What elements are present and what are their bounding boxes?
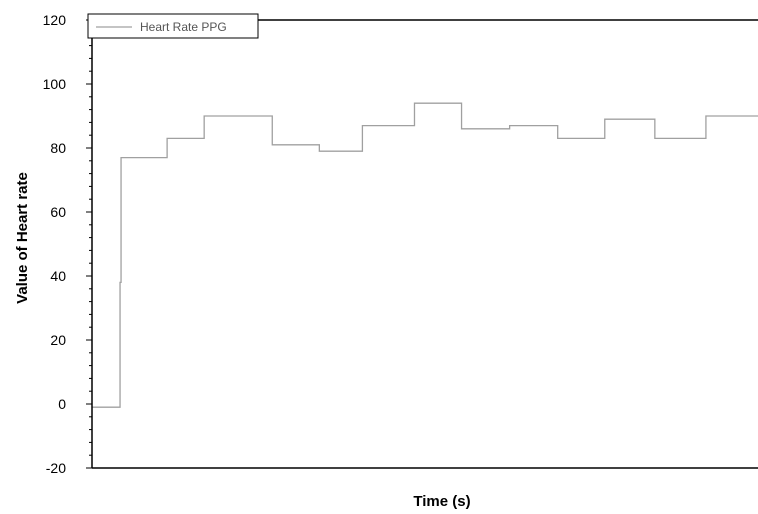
legend-box (87, 13, 259, 39)
y-tick-label: 120 (43, 12, 67, 28)
y-axis-ticks (86, 19, 92, 469)
y-axis-title: Value of Heart rate (14, 172, 31, 304)
y-tick-label: 20 (50, 332, 66, 348)
legend: Heart Rate PPG (87, 13, 259, 39)
y-tick-label: 80 (50, 140, 66, 156)
y-tick-label: 100 (43, 76, 67, 92)
y-tick-label: 0 (58, 396, 66, 412)
y-tick-label: 60 (50, 204, 66, 220)
legend-label-heart-rate-ppg: Heart Rate PPG (140, 20, 227, 34)
y-tick-label: -20 (46, 460, 66, 476)
y-tick-label: 40 (50, 268, 66, 284)
x-axis-title: Time (s) (413, 493, 470, 510)
y-axis-tick-labels: -20 0 20 40 60 80 100 120 (43, 12, 67, 476)
series-line-heart-rate-ppg (92, 102, 758, 408)
